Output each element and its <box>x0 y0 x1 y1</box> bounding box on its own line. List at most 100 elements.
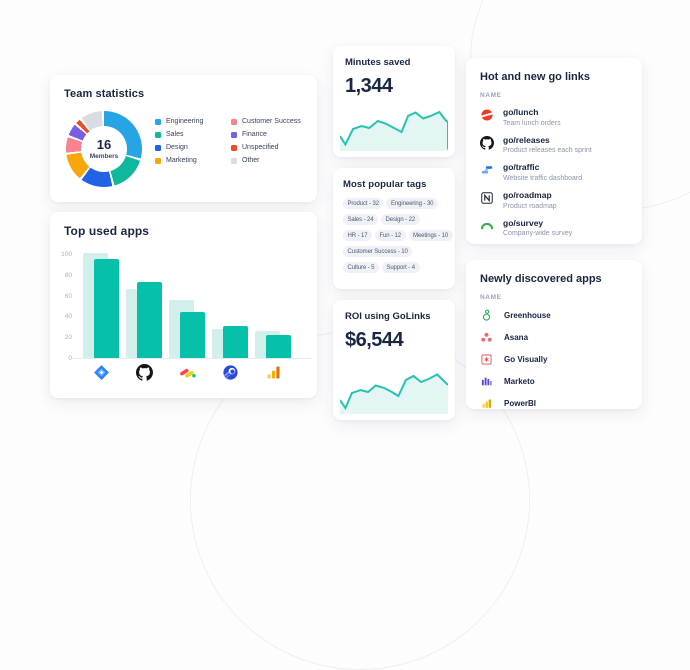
y-axis-tick: 40 <box>64 313 72 321</box>
app-row-marketo[interactable]: Marketo <box>480 375 628 388</box>
newly-discovered-apps-title: Newly discovered apps <box>480 273 602 285</box>
tag-pill-list: Product - 32 Engineering - 30 Sales - 24 De… <box>343 198 453 273</box>
bar-main-jira <box>94 259 119 358</box>
github-icon <box>123 364 166 381</box>
legend-swatch <box>231 118 237 125</box>
legend-item-customer-success: Customer Success <box>231 115 323 128</box>
legend-swatch <box>231 157 237 164</box>
bar-main-rocket <box>223 325 248 358</box>
golinks-list: go/lunch Team lunch orders go/releases P… <box>480 107 628 237</box>
legend-label: Marketing <box>166 157 197 164</box>
app-row-powerbi[interactable]: PowerBI <box>480 397 628 410</box>
tag-pill[interactable]: Culture - 5 <box>343 262 379 273</box>
tag-row: HR - 17 Fun - 12 Meetings - 10 <box>343 230 453 241</box>
github-icon <box>480 135 494 150</box>
golink-text: go/survey Company-wide survey <box>503 218 572 238</box>
tag-pill[interactable]: Design - 22 <box>381 214 420 225</box>
top-used-apps-title: Top used apps <box>64 224 150 238</box>
legend-label: Finance <box>242 131 267 138</box>
legend-swatch <box>231 144 237 151</box>
app-name: Greenhouse <box>504 311 551 320</box>
sparkline-line <box>340 112 448 150</box>
roi-value: $6,544 <box>345 329 404 351</box>
donut-legend: Engineering Sales Design Marketing Custo… <box>155 115 323 167</box>
tag-row: Sales - 24 Design - 22 <box>343 214 446 225</box>
minutes-saved-card: Minutes saved 1,344 <box>333 46 455 157</box>
go-visually-icon <box>480 353 493 366</box>
top-used-apps-card: Top used apps 100 80 60 40 20 0 <box>50 212 317 398</box>
legend-item-finance: Finance <box>231 128 323 141</box>
google-analytics-icon <box>252 364 295 381</box>
tag-pill[interactable]: Support - 4 <box>381 262 420 273</box>
legend-item-other: Other <box>231 154 323 167</box>
golink-text: go/releases Product releases each sprint <box>503 135 592 155</box>
tag-pill[interactable]: Sales - 24 <box>343 214 379 225</box>
tag-pill[interactable]: Product - 32 <box>343 198 384 209</box>
golink-name: go/survey <box>503 217 544 228</box>
golink-description: Team lunch orders <box>503 119 561 127</box>
app-row-greenhouse[interactable]: Greenhouse <box>480 309 628 322</box>
bar-chart-y-axis: 100 80 60 40 20 0 <box>56 248 76 362</box>
golink-row-roadmap[interactable]: go/roadmap Product roadmap <box>480 190 628 210</box>
golink-row-lunch[interactable]: go/lunch Team lunch orders <box>480 107 628 127</box>
new-apps-name-column-header: NAME <box>480 294 502 301</box>
legend-item-design: Design <box>155 141 227 154</box>
bar-chart-baseline <box>72 358 311 359</box>
notion-icon <box>480 191 494 205</box>
roi-card: ROI using GoLinks $6,544 <box>333 300 455 420</box>
tag-row: Product - 32 Engineering - 30 <box>343 198 446 209</box>
newly-discovered-apps-card: Newly discovered apps NAME Greenhouse As… <box>466 260 642 409</box>
tag-row: Customer Success - 10 <box>343 246 446 257</box>
legend-label: Sales <box>166 131 184 138</box>
jira-icon <box>80 364 123 381</box>
legend-label: Other <box>242 157 260 164</box>
legend-label: Unspecified <box>242 144 279 151</box>
legend-swatch <box>155 131 161 138</box>
tag-pill[interactable]: HR - 17 <box>343 230 372 241</box>
roi-sparkline <box>340 364 448 414</box>
new-apps-list: Greenhouse Asana Go Visually Marketo Pow… <box>480 309 628 410</box>
tag-pill[interactable]: Meetings - 10 <box>408 230 453 241</box>
legend-swatch <box>231 131 237 138</box>
legend-item-unspecified: Unspecified <box>231 141 323 154</box>
tag-pill[interactable]: Engineering - 30 <box>386 198 438 209</box>
app-row-asana[interactable]: Asana <box>480 331 628 344</box>
asana-icon <box>480 331 493 344</box>
bar-main-monday-com <box>180 312 205 358</box>
most-popular-tags-card: Most popular tags Product - 32 Engineerin… <box>333 168 455 289</box>
golink-row-survey[interactable]: go/survey Company-wide survey <box>480 218 628 238</box>
golink-row-traffic[interactable]: go/traffic Website traffic dashboard <box>480 162 628 182</box>
golink-name: go/releases <box>503 134 550 145</box>
rocket-app-icon <box>209 364 252 381</box>
greenhouse-icon <box>480 309 493 322</box>
team-statistics-card: Team statistics 16 Members Engineering S… <box>50 75 317 202</box>
y-axis-tick: 100 <box>61 251 72 258</box>
traffic-bars-icon <box>480 163 494 177</box>
tag-pill[interactable]: Fun - 12 <box>374 230 406 241</box>
tag-pill[interactable]: Customer Success - 10 <box>343 246 413 257</box>
y-axis-tick: 20 <box>64 334 72 342</box>
minutes-saved-title: Minutes saved <box>345 57 411 68</box>
bar-main-github <box>137 282 162 358</box>
donut-center: 16 Members <box>81 126 127 172</box>
app-name: Marketo <box>504 377 535 386</box>
app-row-go-visually[interactable]: Go Visually <box>480 353 628 366</box>
sparkline-area <box>340 112 448 151</box>
tag-row: Culture - 5 Support - 4 <box>343 262 446 273</box>
top-apps-bar-chart <box>80 248 295 358</box>
golink-description: Company-wide survey <box>503 230 573 238</box>
monday-icon <box>166 364 209 381</box>
most-popular-tags-title: Most popular tags <box>343 179 427 190</box>
marketo-icon <box>480 375 493 388</box>
legend-label: Customer Success <box>242 118 301 125</box>
golinks-name-column-header: NAME <box>480 92 502 99</box>
member-count: 16 <box>96 137 112 152</box>
golink-description: Website traffic dashboard <box>503 175 583 183</box>
hot-new-golinks-card: Hot and new go links NAME go/lunch Team … <box>466 58 642 244</box>
y-axis-tick: 60 <box>64 292 72 300</box>
golink-row-releases[interactable]: go/releases Product releases each sprint <box>480 135 628 155</box>
golink-text: go/roadmap Product roadmap <box>503 190 557 210</box>
golink-text: go/lunch Team lunch orders <box>503 107 561 127</box>
y-axis-tick: 0 <box>68 355 72 362</box>
golink-name: go/lunch <box>503 107 539 117</box>
